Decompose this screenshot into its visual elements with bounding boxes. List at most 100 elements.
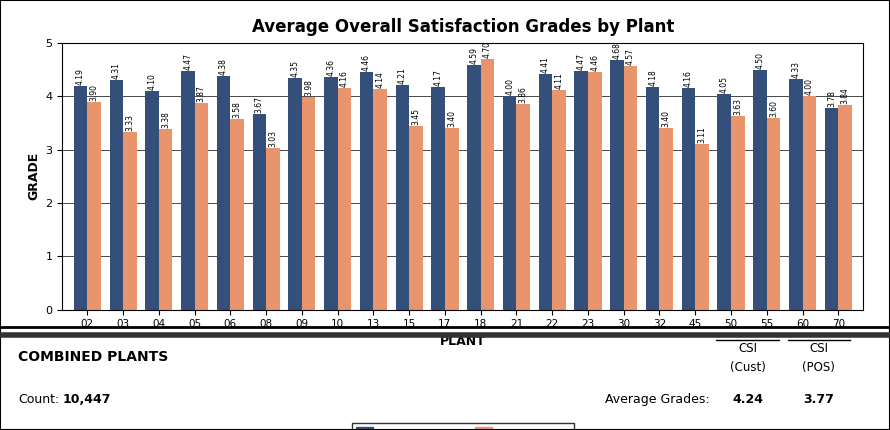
Bar bbox=[659, 128, 673, 310]
Text: CSI: CSI bbox=[809, 342, 829, 355]
Bar bbox=[731, 116, 745, 310]
Bar bbox=[231, 119, 244, 310]
Text: 3.90: 3.90 bbox=[90, 83, 99, 101]
Bar bbox=[74, 86, 87, 310]
Text: 3.40: 3.40 bbox=[447, 110, 457, 127]
Text: 3.67: 3.67 bbox=[255, 96, 263, 113]
Text: 4.47: 4.47 bbox=[577, 53, 586, 70]
Bar bbox=[588, 72, 602, 310]
Legend: Grade (Cust), Grade (POS): Grade (Cust), Grade (POS) bbox=[352, 423, 574, 430]
Title: Average Overall Satisfaction Grades by Plant: Average Overall Satisfaction Grades by P… bbox=[252, 18, 674, 36]
Text: 4.10: 4.10 bbox=[148, 73, 157, 90]
Text: 4.16: 4.16 bbox=[684, 70, 693, 87]
Text: 4.38: 4.38 bbox=[219, 58, 228, 75]
Text: 3.77: 3.77 bbox=[804, 393, 834, 406]
Bar bbox=[145, 91, 158, 310]
Bar bbox=[503, 96, 516, 310]
Text: 3.63: 3.63 bbox=[733, 98, 742, 115]
Bar bbox=[266, 148, 279, 310]
Text: 3.98: 3.98 bbox=[304, 80, 313, 96]
Text: 3.86: 3.86 bbox=[519, 86, 528, 103]
Text: (Cust): (Cust) bbox=[730, 361, 765, 374]
Bar bbox=[624, 66, 637, 310]
Bar bbox=[158, 129, 173, 310]
Text: 3.11: 3.11 bbox=[698, 126, 707, 143]
Bar bbox=[682, 88, 695, 310]
Bar bbox=[109, 80, 123, 310]
Text: 10,447: 10,447 bbox=[62, 393, 110, 406]
Bar bbox=[574, 71, 588, 310]
Bar bbox=[481, 59, 494, 310]
Text: 4.31: 4.31 bbox=[112, 62, 121, 79]
Text: 4.16: 4.16 bbox=[340, 70, 349, 87]
Text: 3.38: 3.38 bbox=[161, 111, 170, 128]
Text: 3.87: 3.87 bbox=[197, 85, 206, 102]
Text: 3.40: 3.40 bbox=[662, 110, 671, 127]
Bar bbox=[695, 144, 708, 310]
Bar bbox=[217, 76, 231, 310]
Text: 4.14: 4.14 bbox=[376, 71, 384, 88]
Bar bbox=[288, 78, 302, 310]
Text: CSI: CSI bbox=[738, 342, 757, 355]
Text: 3.60: 3.60 bbox=[769, 100, 778, 117]
Bar bbox=[374, 89, 387, 310]
Bar bbox=[552, 90, 566, 310]
Bar bbox=[717, 94, 731, 310]
Bar bbox=[181, 71, 195, 310]
Bar bbox=[825, 108, 838, 310]
Bar bbox=[789, 79, 803, 310]
Text: 4.68: 4.68 bbox=[612, 42, 621, 59]
Text: 3.84: 3.84 bbox=[840, 87, 850, 104]
Text: 3.45: 3.45 bbox=[411, 108, 420, 125]
Bar bbox=[324, 77, 337, 310]
Text: 4.33: 4.33 bbox=[791, 61, 800, 78]
Bar bbox=[432, 87, 445, 310]
Bar bbox=[253, 114, 266, 310]
Bar bbox=[302, 97, 315, 310]
Text: 4.36: 4.36 bbox=[327, 59, 336, 76]
Text: 4.57: 4.57 bbox=[626, 48, 635, 65]
Text: 4.41: 4.41 bbox=[541, 56, 550, 74]
Bar bbox=[646, 87, 659, 310]
Text: 4.11: 4.11 bbox=[554, 73, 563, 89]
Text: 4.21: 4.21 bbox=[398, 68, 407, 84]
Text: 4.46: 4.46 bbox=[362, 54, 371, 71]
Text: 4.50: 4.50 bbox=[756, 52, 765, 69]
Text: COMBINED PLANTS: COMBINED PLANTS bbox=[18, 350, 168, 364]
Bar bbox=[753, 70, 767, 310]
Text: 4.17: 4.17 bbox=[433, 69, 442, 86]
Bar bbox=[467, 65, 481, 310]
Bar bbox=[337, 88, 352, 310]
Text: Count:: Count: bbox=[18, 393, 59, 406]
Y-axis label: GRADE: GRADE bbox=[27, 152, 40, 200]
Text: 4.35: 4.35 bbox=[291, 60, 300, 77]
Bar bbox=[611, 60, 624, 310]
Bar bbox=[767, 118, 781, 310]
Bar bbox=[360, 72, 374, 310]
Text: Average Grades:: Average Grades: bbox=[605, 393, 710, 406]
Text: 4.18: 4.18 bbox=[648, 69, 657, 86]
Bar bbox=[409, 126, 423, 310]
Text: 3.78: 3.78 bbox=[827, 90, 836, 107]
Text: 3.58: 3.58 bbox=[232, 101, 242, 118]
Bar bbox=[195, 103, 208, 310]
X-axis label: PLANT: PLANT bbox=[440, 335, 486, 348]
Text: 4.05: 4.05 bbox=[720, 76, 729, 92]
Text: (POS): (POS) bbox=[803, 361, 835, 374]
Text: 4.46: 4.46 bbox=[590, 54, 599, 71]
Text: 3.03: 3.03 bbox=[269, 130, 278, 147]
Text: 4.00: 4.00 bbox=[805, 78, 813, 95]
Bar bbox=[803, 96, 816, 310]
Text: 4.70: 4.70 bbox=[483, 41, 492, 58]
Text: 3.33: 3.33 bbox=[125, 114, 134, 131]
Bar bbox=[445, 128, 458, 310]
Bar bbox=[395, 85, 409, 310]
Bar bbox=[87, 101, 101, 310]
Bar bbox=[123, 132, 137, 310]
Bar bbox=[838, 105, 852, 310]
Text: 4.19: 4.19 bbox=[76, 68, 85, 85]
Text: 4.59: 4.59 bbox=[469, 47, 479, 64]
Text: 4.47: 4.47 bbox=[183, 53, 192, 70]
Text: 4.00: 4.00 bbox=[506, 78, 514, 95]
Bar bbox=[538, 74, 552, 310]
